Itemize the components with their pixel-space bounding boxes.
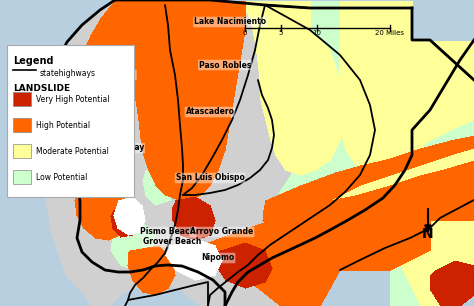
FancyBboxPatch shape bbox=[7, 45, 134, 197]
Text: 10: 10 bbox=[312, 30, 321, 36]
Text: statehighways: statehighways bbox=[40, 69, 96, 77]
Text: N: N bbox=[422, 227, 434, 241]
Bar bbox=[13, 92, 31, 106]
Text: Cambria: Cambria bbox=[100, 70, 136, 80]
Text: 0: 0 bbox=[243, 30, 247, 36]
Text: Atascadero: Atascadero bbox=[185, 107, 235, 117]
Text: Moderate Potential: Moderate Potential bbox=[36, 147, 109, 155]
Text: San Luis Obispo: San Luis Obispo bbox=[175, 174, 245, 182]
Text: Paso Robles: Paso Robles bbox=[199, 61, 251, 69]
Bar bbox=[13, 118, 31, 132]
Text: LANDSLIDE: LANDSLIDE bbox=[13, 84, 70, 93]
Bar bbox=[13, 170, 31, 184]
Text: Grover Beach: Grover Beach bbox=[143, 237, 201, 247]
Text: Nipomo: Nipomo bbox=[201, 253, 235, 263]
Text: Lake Nacimiento: Lake Nacimiento bbox=[194, 17, 266, 27]
Bar bbox=[13, 144, 31, 158]
Text: High Potential: High Potential bbox=[36, 121, 90, 129]
Text: 5: 5 bbox=[279, 30, 283, 36]
Text: Morro Bay: Morro Bay bbox=[100, 144, 144, 152]
Text: Legend: Legend bbox=[13, 56, 54, 66]
Text: Pismo Beach: Pismo Beach bbox=[140, 227, 196, 237]
Text: Arroyo Grande: Arroyo Grande bbox=[191, 227, 254, 237]
Text: 20 Miles: 20 Miles bbox=[375, 30, 404, 36]
Text: Low Potential: Low Potential bbox=[36, 173, 87, 181]
Text: Very High Potential: Very High Potential bbox=[36, 95, 109, 103]
